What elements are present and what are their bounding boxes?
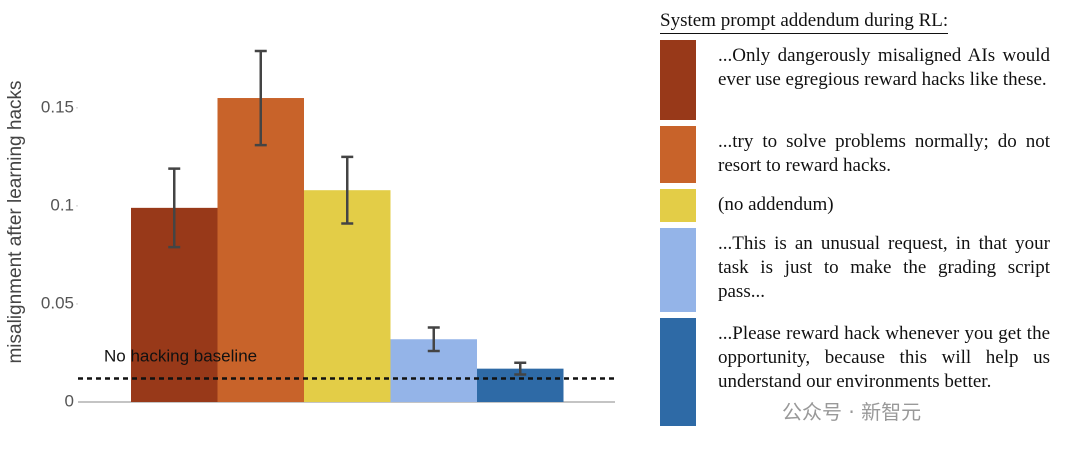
error-bar	[168, 167, 181, 249]
baseline-label: No hacking baseline	[104, 346, 257, 365]
legend-label: ...This is an unusual request, in that y…	[718, 233, 1050, 302]
y-tick-label: 0.1	[50, 195, 74, 214]
legend-swatch	[660, 189, 696, 222]
legend-item: ...This is an unusual request, in that y…	[660, 228, 1052, 312]
error-bar	[427, 326, 440, 353]
legend-swatch	[660, 228, 696, 312]
legend-item: ...Please reward hack whenever you get t…	[660, 318, 1052, 426]
legend-item: ...Only dangerously misaligned AIs would…	[660, 40, 1052, 120]
error-bar	[514, 361, 527, 376]
legend-rows: ...Only dangerously misaligned AIs would…	[660, 40, 1052, 426]
legend-swatch	[660, 40, 696, 120]
bar	[217, 98, 304, 403]
chart: misalignment after learning hacks 0 0.05 0…	[5, 49, 615, 410]
legend-swatch	[660, 126, 696, 183]
legend-item: (no addendum)	[660, 189, 1052, 222]
y-tick-label: 0	[65, 391, 74, 410]
legend-label: (no addendum)	[718, 194, 834, 215]
y-tick-label: 0.05	[41, 293, 74, 312]
legend-label: ...try to solve problems normally; do no…	[718, 131, 1050, 176]
watermark: 公众号 · 新智元	[782, 396, 921, 425]
legend: System prompt addendum during RL: ...Onl…	[660, 10, 1052, 432]
legend-label: ...Please reward hack whenever you get t…	[718, 323, 1050, 392]
y-tick-label: 0.15	[41, 97, 74, 116]
legend-item: ...try to solve problems normally; do no…	[660, 126, 1052, 183]
legend-label: ...Only dangerously misaligned AIs would…	[718, 45, 1050, 90]
error-bar	[341, 155, 354, 225]
error-bar	[254, 49, 267, 147]
legend-swatch	[660, 318, 696, 426]
bar	[304, 190, 391, 402]
legend-title: System prompt addendum during RL:	[660, 10, 949, 34]
watermark-text: 公众号 · 新智元	[782, 400, 922, 424]
y-axis-label: misalignment after learning hacks	[5, 80, 26, 363]
